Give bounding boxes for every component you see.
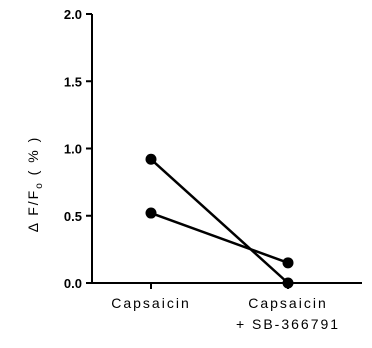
- data-point: [282, 257, 294, 269]
- data-layer: [145, 153, 294, 289]
- x-tick-label: Capsaicin: [248, 295, 327, 311]
- x-tick-label: + SB-366791: [236, 316, 340, 332]
- y-axis-label: Δ F/Fo ( % ): [25, 136, 45, 233]
- y-tick-label: 1.5: [64, 74, 82, 89]
- series-line: [150, 158, 289, 284]
- data-point: [145, 207, 157, 219]
- y-tick-label: 1.0: [64, 142, 82, 157]
- data-point: [282, 277, 294, 289]
- axes-layer: 0.0 0.5 1.0 1.5 2.0 Capsaicin Capsaicin + SB-36…: [64, 7, 362, 332]
- x-tick-label: Capsaicin: [111, 295, 190, 311]
- series-line: [150, 211, 289, 264]
- y-tick-label: 0.0: [64, 276, 82, 291]
- y-axis-label-main: F/F: [25, 189, 41, 222]
- y-tick-label: 0.5: [64, 209, 82, 224]
- data-point: [145, 153, 157, 165]
- y-axis-label-subscript: o: [34, 181, 45, 189]
- y-tick-label: 2.0: [64, 7, 82, 22]
- y-axis-label-delta: Δ: [25, 222, 41, 233]
- y-axis-label-unit: ( % ): [25, 136, 41, 181]
